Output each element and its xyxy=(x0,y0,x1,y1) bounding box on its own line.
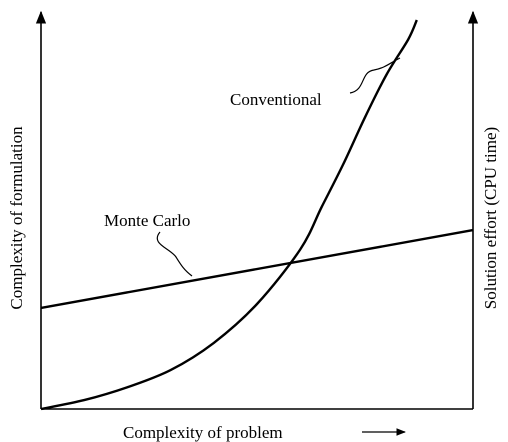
series-label-conventional: Conventional xyxy=(230,90,322,109)
x-axis-label: Complexity of problem xyxy=(123,423,283,442)
series-label-monte-carlo: Monte Carlo xyxy=(104,211,190,230)
right-axis-label: Solution effort (CPU time) xyxy=(481,127,500,309)
series-monte-carlo-line xyxy=(41,230,473,308)
monte-carlo-leader xyxy=(157,232,192,276)
left-axis-label: Complexity of formulation xyxy=(7,126,26,310)
series-conventional-line xyxy=(41,20,417,409)
